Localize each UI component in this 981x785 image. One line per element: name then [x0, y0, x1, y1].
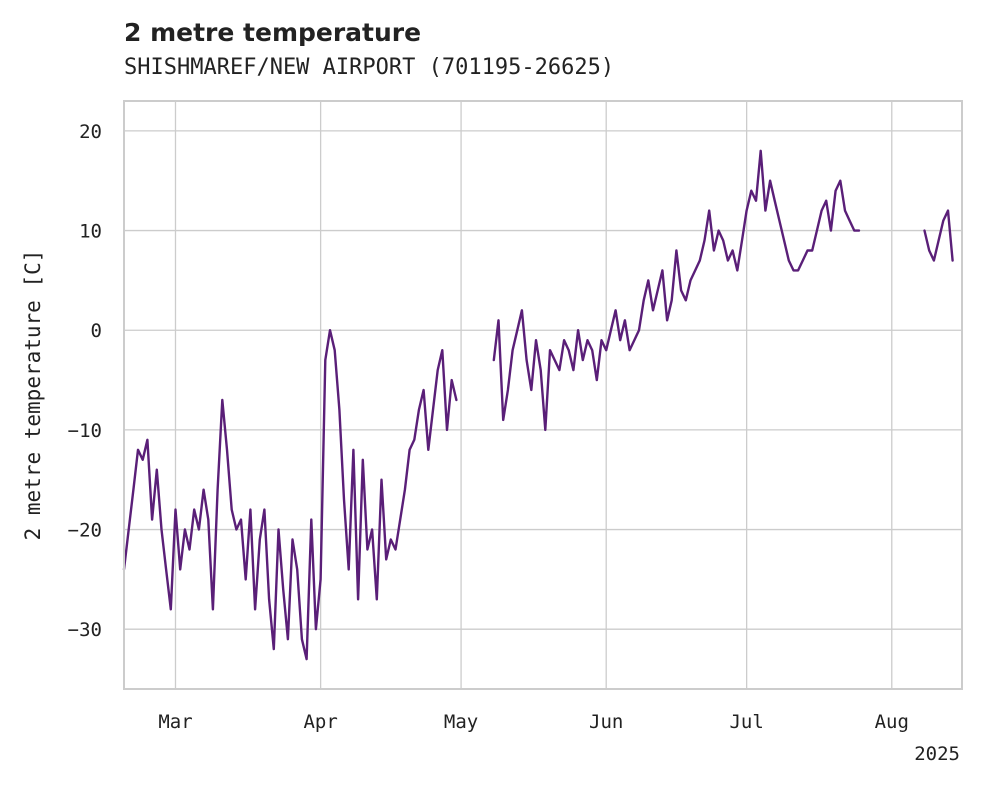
x-tick-label: Aug	[875, 711, 909, 733]
chart-title: 2 metre temperature	[124, 18, 421, 47]
y-tick-label: 10	[79, 221, 102, 243]
temperature-series-line	[492, 149, 861, 432]
plot-frame	[123, 100, 963, 690]
x-tick-label: Mar	[158, 711, 192, 733]
y-axis-label: 2 metre temperature [C]	[21, 250, 45, 541]
x-axis-year-label: 2025	[914, 743, 960, 765]
x-tick-label: Jun	[589, 711, 623, 733]
y-tick-label: −20	[68, 520, 102, 542]
tick-labels: 20 10 0 −10 −20 −30 Mar Apr May Jun Jul Aug	[68, 121, 909, 733]
y-tick-label: −30	[68, 619, 102, 641]
x-tick-label: Apr	[303, 711, 337, 733]
temperature-series-line	[122, 329, 458, 661]
temperature-series-line	[923, 209, 954, 262]
series-group	[122, 149, 954, 661]
y-tick-label: 0	[91, 320, 102, 342]
grid	[124, 101, 962, 689]
x-tick-label: May	[444, 711, 478, 733]
chart-subtitle: SHISHMAREF/NEW AIRPORT (701195-26625)	[124, 55, 614, 80]
y-tick-label: −10	[68, 420, 102, 442]
x-tick-label: Jul	[729, 711, 763, 733]
y-tick-label: 20	[79, 121, 102, 143]
